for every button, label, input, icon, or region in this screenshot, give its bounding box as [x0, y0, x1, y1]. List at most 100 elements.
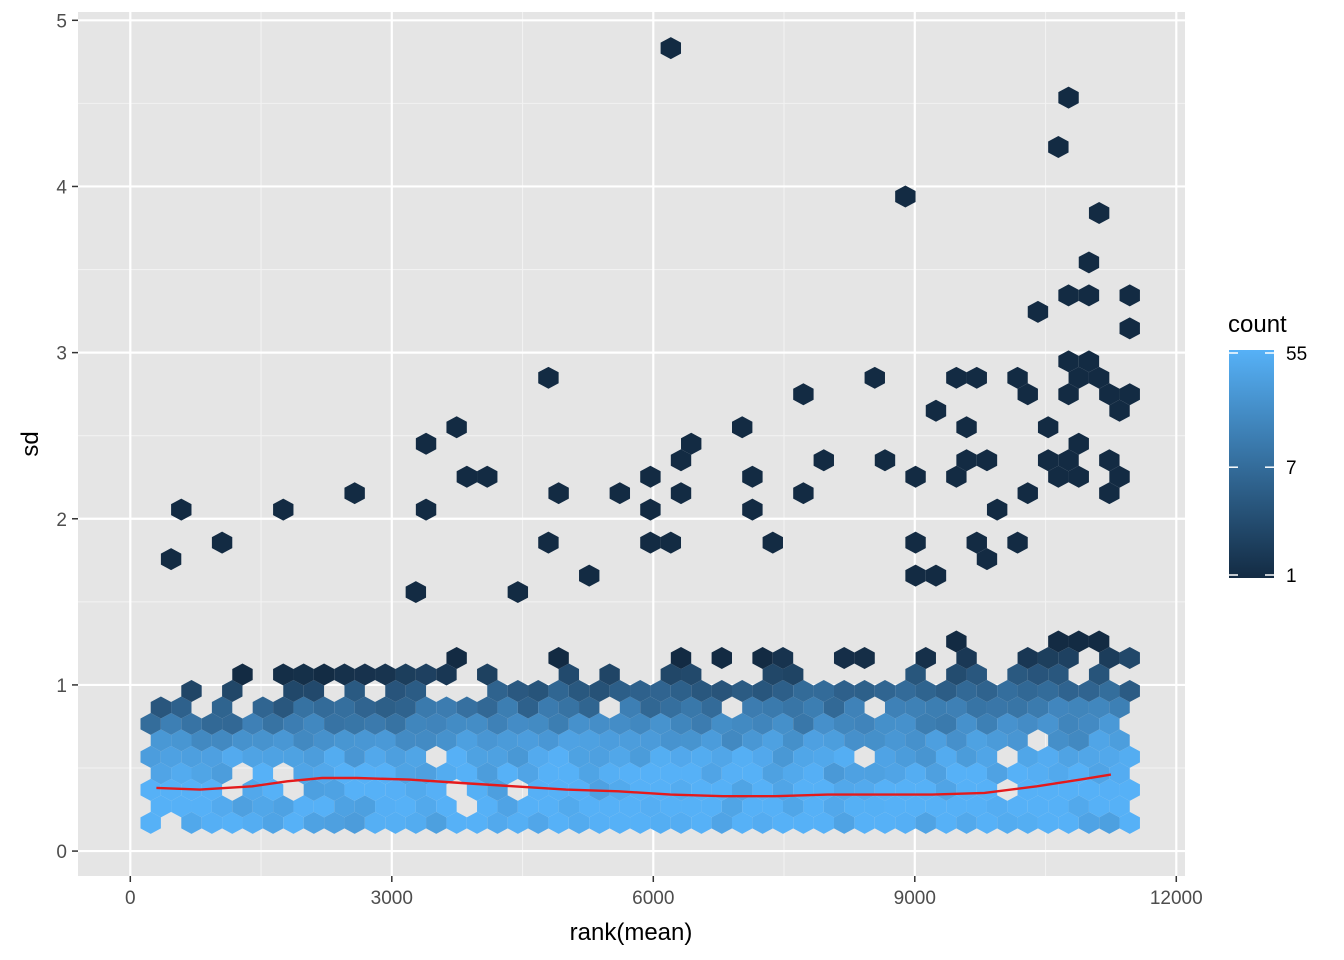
hex-bin [782, 729, 804, 752]
hex-bin [405, 811, 427, 834]
trend-line [156, 773, 1112, 798]
hex-bin [782, 762, 804, 785]
hex-bin [262, 811, 284, 834]
hex-bin [446, 416, 467, 439]
hex-bin [1058, 647, 1079, 669]
hex-bin [517, 696, 539, 719]
hex-bin [293, 795, 314, 818]
hex-bin [160, 548, 182, 571]
hex-bin [589, 745, 610, 768]
hex-bin [538, 762, 559, 785]
hex-bin [273, 696, 294, 719]
hex-bin [823, 762, 845, 785]
hex-bin [599, 762, 620, 785]
hex-bin [579, 729, 600, 752]
hex-bin [1099, 811, 1120, 834]
hex-bin [405, 679, 427, 702]
hex-bin [599, 663, 620, 686]
hex-bin [915, 811, 936, 834]
hex-bin [375, 729, 396, 752]
hex-bin [273, 729, 294, 752]
hex-bin [803, 762, 824, 785]
hex-bin [1119, 317, 1140, 340]
hex-bin [1068, 696, 1089, 719]
hex-bin [181, 679, 202, 702]
hex-bin [956, 647, 977, 669]
hex-bin [548, 712, 569, 735]
hex-bin [660, 663, 682, 686]
hex-bin [609, 482, 631, 505]
legend-label: 7 [1286, 458, 1297, 479]
hex-bin [823, 795, 845, 818]
hex-bin [344, 778, 365, 801]
legend-label: 55 [1286, 344, 1307, 365]
hex-bin [1099, 679, 1120, 702]
x-axis-title: rank(mean) [570, 919, 693, 946]
hex-bin [324, 745, 345, 768]
hex-bin [324, 811, 345, 834]
hex-bin [1037, 416, 1059, 439]
hex-bin [181, 712, 202, 735]
minor-gridlines [78, 12, 1185, 876]
hex-bin [619, 729, 641, 752]
hex-bin [395, 795, 416, 818]
hex-bin [742, 729, 763, 752]
hex-bin [660, 531, 682, 554]
hex-bin [701, 795, 722, 818]
hex-bin [303, 778, 325, 801]
hex-bin [681, 663, 702, 686]
hex-bin [364, 811, 386, 834]
hex-bin [752, 679, 773, 702]
x-tick-label: 12000 [1150, 888, 1203, 909]
hex-bin [579, 564, 600, 587]
hex-bin [293, 663, 314, 686]
hex-bin [140, 712, 161, 735]
hex-bin [721, 795, 743, 818]
hex-bin [997, 712, 1018, 735]
hex-bin [579, 762, 600, 785]
hex-bin [456, 465, 478, 488]
hex-bin [415, 498, 437, 521]
hex-bin [334, 795, 355, 818]
hex-bin [925, 399, 947, 422]
hex-bin [905, 696, 926, 719]
hex-bin [640, 498, 661, 521]
hex-bin [507, 581, 529, 604]
hex-bin [762, 762, 783, 785]
hex-bin [966, 729, 987, 752]
hex-bin [385, 811, 406, 834]
hex-bin [640, 795, 661, 818]
hex-bin [1058, 284, 1079, 307]
hex-bin [344, 745, 365, 768]
hex-bin [813, 745, 834, 768]
hex-bin [670, 679, 692, 702]
hex-bin [793, 745, 814, 768]
hex-bin [986, 795, 1008, 818]
hex-bin [232, 795, 253, 818]
hex-bin [211, 696, 233, 719]
hex-bin [1088, 366, 1110, 389]
hex-bin [650, 745, 671, 768]
y-tick-label: 0 [56, 842, 67, 863]
hex-bin [986, 729, 1008, 752]
hex-bin [1058, 679, 1079, 702]
hex-bin [966, 663, 987, 686]
hex-bin [252, 729, 274, 752]
hex-bin [548, 647, 569, 669]
hex-bin [966, 366, 987, 389]
hex-bin [477, 663, 498, 686]
hex-bin [1007, 729, 1028, 752]
hex-bin [833, 712, 855, 735]
hex-bin [956, 416, 977, 439]
hex-bin [650, 811, 671, 834]
hex-bin [558, 729, 580, 752]
hex-bin [171, 762, 192, 785]
hex-bin [711, 811, 732, 834]
hex-bin [630, 712, 651, 735]
hex-bin [956, 449, 977, 472]
hex-bin [222, 811, 243, 834]
hex-bin [650, 712, 671, 735]
hex-bin [528, 712, 549, 735]
hex-bin [1007, 531, 1028, 554]
hex-bin [997, 679, 1018, 702]
